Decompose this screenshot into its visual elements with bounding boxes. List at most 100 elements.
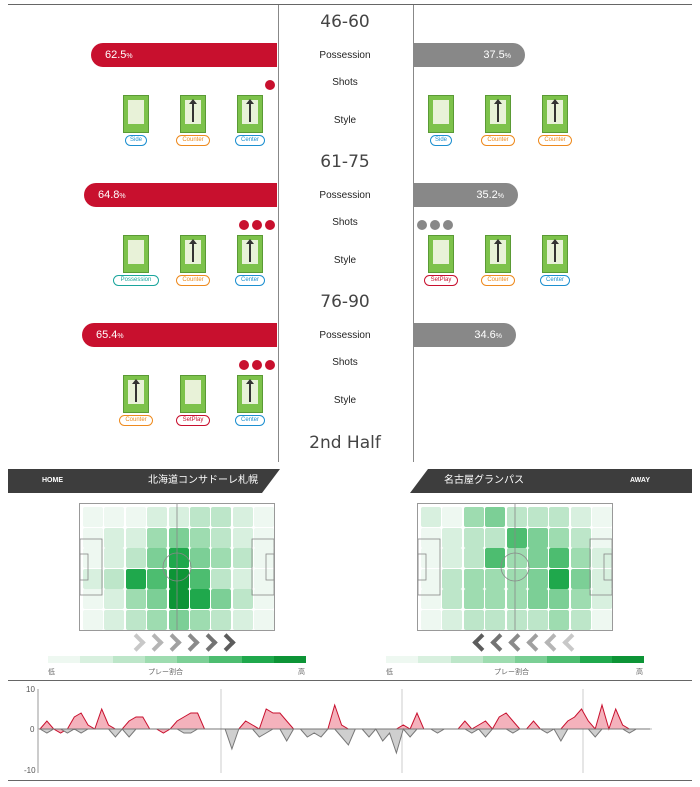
legend-swatch <box>273 656 306 663</box>
heat-cell <box>442 568 463 589</box>
heat-cell <box>570 527 591 548</box>
style-label: Style <box>333 255 357 266</box>
heat-cell <box>168 610 189 630</box>
chevron-left-icon <box>526 633 545 652</box>
heat-cell <box>570 589 591 610</box>
home-side-label: HOME <box>42 477 63 484</box>
home-possession-value: 65.4 <box>96 329 118 341</box>
second-half-label: 2nd Half <box>309 433 381 453</box>
away-style-tag: Side <box>430 135 452 146</box>
away-shot-dot <box>443 220 453 230</box>
heat-cell <box>463 527 484 548</box>
chevron-right-icon <box>163 633 182 652</box>
heat-cell <box>147 527 168 548</box>
legend-swatch <box>241 656 274 663</box>
away-style-card <box>542 95 568 133</box>
home-legend-mid: プレー割合 <box>148 669 183 676</box>
legend-swatch <box>547 656 580 663</box>
shots-label: Shots <box>332 217 358 228</box>
heat-cell <box>421 507 441 527</box>
away-possession-percent: % <box>495 333 502 340</box>
heat-cell <box>506 589 527 610</box>
away-style-card <box>428 235 454 273</box>
legend-swatch <box>80 656 113 663</box>
heat-cell <box>125 568 146 589</box>
heat-cell <box>147 507 168 527</box>
possession-label: Possession <box>319 50 371 61</box>
heat-cell <box>592 568 613 589</box>
heat-cell <box>570 548 591 569</box>
home-possession-bar: 62.5% <box>91 43 277 67</box>
heat-cell <box>168 527 189 548</box>
heat-cell <box>254 610 275 630</box>
heat-cell <box>190 589 210 610</box>
arrow-up-icon <box>494 99 502 122</box>
pitch-thumb <box>433 240 449 264</box>
heat-cell <box>485 507 506 527</box>
away-shot-dot <box>417 220 427 230</box>
away-possession-value: 34.6 <box>474 329 496 341</box>
arrow-up-icon <box>551 99 559 122</box>
heat-cell <box>254 527 275 548</box>
heat-cell <box>463 589 484 610</box>
away-possession-bar: 35.2% <box>413 183 518 207</box>
heat-cell <box>506 527 527 548</box>
home-shot-dot <box>252 220 262 230</box>
home-style-tag: Center <box>235 415 265 426</box>
heat-cell <box>83 527 103 548</box>
home-style-tag: Counter <box>176 135 210 146</box>
legend-swatch <box>482 656 515 663</box>
heat-cell <box>442 548 463 569</box>
home-style-tag: Side <box>125 135 147 146</box>
home-style-card <box>237 95 263 133</box>
heat-cell <box>506 568 527 589</box>
heat-cell <box>104 568 125 589</box>
heat-cell <box>421 610 441 630</box>
heat-cell <box>463 610 484 630</box>
heat-cell <box>442 589 463 610</box>
heat-cell <box>254 568 275 589</box>
heat-cell <box>232 610 253 630</box>
heat-cell <box>104 610 125 630</box>
top-divider <box>8 4 692 5</box>
heat-cell <box>232 548 253 569</box>
heat-cell <box>147 589 168 610</box>
heat-cell <box>104 548 125 569</box>
style-label: Style <box>333 395 357 406</box>
legend-swatch <box>579 656 612 663</box>
heat-cell <box>592 548 613 569</box>
away-shot-dot <box>430 220 440 230</box>
home-shot-dot <box>239 220 249 230</box>
away-team-name: 名古屋グランパス <box>444 475 524 486</box>
period-label: 46-60 <box>320 12 370 32</box>
heat-cell <box>549 610 570 630</box>
home-style-card <box>237 235 263 273</box>
arrow-up-icon <box>189 99 197 122</box>
away-style-card <box>485 235 511 273</box>
heat-cell <box>592 589 613 610</box>
heat-cell <box>463 568 484 589</box>
chevron-left-icon <box>562 633 581 652</box>
home-heatmap-pitch <box>79 503 275 631</box>
pitch-thumb <box>433 100 449 124</box>
heat-cell <box>421 589 441 610</box>
heat-cell <box>190 610 210 630</box>
chevron-right-icon <box>181 633 200 652</box>
away-side-label: AWAY <box>630 477 650 484</box>
home-style-tag: SetPlay <box>176 415 210 426</box>
arrow-up-icon <box>132 379 140 402</box>
heat-cell <box>421 527 441 548</box>
pitch-lines <box>80 504 274 630</box>
heat-cell <box>549 589 570 610</box>
arrow-up-icon <box>246 239 254 262</box>
heat-cell <box>125 548 146 569</box>
heat-cell <box>125 610 146 630</box>
heat-cell <box>125 527 146 548</box>
heat-cell <box>83 507 103 527</box>
heat-cell <box>211 568 232 589</box>
heat-cell <box>442 507 463 527</box>
away-heat-legend <box>386 656 644 663</box>
chevron-right-icon <box>127 633 146 652</box>
home-style-tag: Center <box>235 275 265 286</box>
heat-cell <box>549 527 570 548</box>
